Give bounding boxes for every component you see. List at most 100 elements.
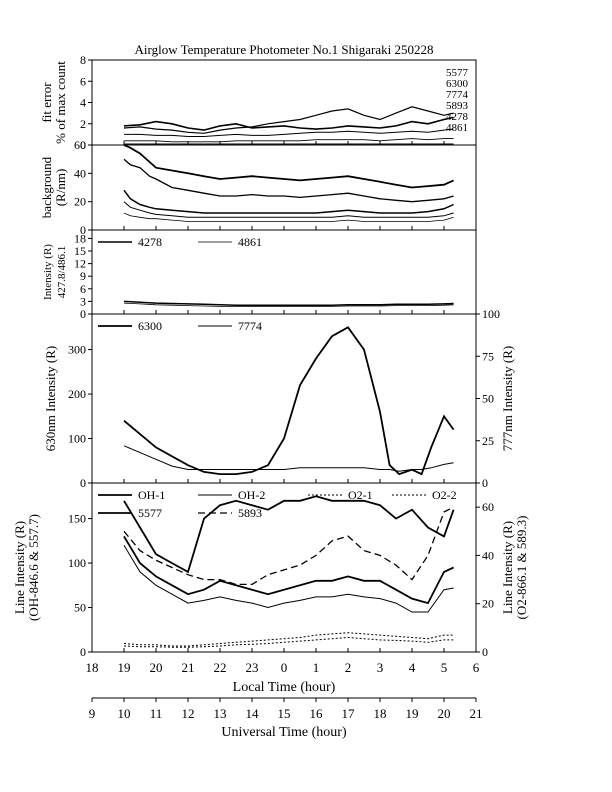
fit-error-y-tick-label: 4 [80,96,86,110]
line-intensity-legend-entry: 5577 [138,506,162,520]
red-green-series-7774 [123,445,454,472]
fit-error-series-5893 [124,138,454,143]
ut-axis: 9 10 11 12 13 14 15 16 17 18 19 20 21 Universal Time… [89,697,483,740]
local-time-tick-label: 21 [182,660,195,675]
red-green-y-tick-label: 100 [68,432,86,446]
blue-lines-y-label: 427.8/486.1 [56,246,68,299]
fit-error-y-tick-label: 0 [80,138,86,152]
ut-tick-label: 14 [246,706,260,721]
blue-lines-legend: 4278 4861 [98,235,262,249]
fit-error-legend-entry: 6300 [446,78,469,90]
background-y-tick-label: 0 [80,223,86,237]
blue-lines-y-tick-label: 0 [80,307,86,321]
fit-error-legend-entry: 4278 [446,111,469,123]
ut-tick-label: 10 [118,706,131,721]
line-intensity-y-right-ticks: 0 20 40 60 [476,500,494,659]
line-intensity-y-right-tick-label: 20 [482,597,494,611]
fit-error-y-tick-label: 8 [80,53,86,67]
blue-lines-y-tick-label: 15 [74,244,86,258]
blue-lines-series [123,300,454,307]
ut-tick-label: 13 [214,706,227,721]
red-green-y-right-tick-label: 0 [482,476,488,490]
red-green-y-right-tick-label: 50 [482,392,494,406]
line-intensity-y-tick-label: 150 [68,512,86,526]
blue-lines-y-tick-label: 6 [80,282,86,296]
blue-lines-series-4278 [123,300,454,306]
fit-error-y-ticks: 0 2 4 6 8 [80,53,92,152]
red-green-frame [91,313,477,484]
local-time-axis-label: Local Time (hour) [233,680,336,695]
line-intensity-legend-entry: OH-1 [138,488,165,502]
line-intensity-legend-entry: O2-1 [348,488,373,502]
line-intensity-y-ticks: 0 50 100 150 [68,512,92,659]
background-y-ticks: 0 20 40 60 [74,138,92,237]
blue-lines-y-tick-label: 18 [74,231,86,245]
local-time-tick-label: 5 [441,660,448,675]
fit-error-y-label: fit error [39,82,54,123]
blue-lines-legend-entry: 4278 [138,235,162,249]
red-green-x-ticks [91,479,477,483]
ut-tick-labels: 9 10 11 12 13 14 15 16 17 18 19 20 21 [89,698,483,721]
background-series [123,144,454,222]
local-time-tick-label: 2 [345,660,352,675]
line-intensity-series-oh-1 [123,535,454,605]
blue-lines-y-label: Intensity (R) [42,244,54,300]
red-green-legend-entry: 7774 [238,319,262,333]
background-y-tick-label: 20 [74,195,86,209]
ut-tick-label: 15 [278,706,291,721]
local-time-tick-label: 18 [86,660,99,675]
blue-lines-legend-entry: 4861 [238,235,262,249]
fit-error-series-5577 [123,116,454,131]
line-intensity-y-tick-label: 0 [80,645,86,659]
local-time-tick-label: 1 [313,660,320,675]
background-series-a [123,144,454,189]
local-time-tick-label: 3 [377,660,384,675]
ut-tick-label: 20 [438,706,451,721]
line-intensity-y-label: (OH-846.6 & 557.7) [26,514,41,621]
fit-error-series [123,106,454,145]
ut-tick-label: 16 [310,706,324,721]
line-intensity-series-o2-1 [123,632,454,647]
red-green-series-6300 [123,326,455,476]
background-y-label: background [39,156,54,218]
fit-error-y-tick-label: 6 [80,74,86,88]
ut-tick-label: 18 [374,706,387,721]
blue-lines-y-tick-label: 12 [74,257,86,271]
fit-error-frame [91,59,477,146]
red-green-legend-entry: 6300 [138,319,162,333]
local-time-tick-label: 20 [150,660,163,675]
background-y-tick-label: 40 [74,166,86,180]
fit-error-legend-entry: 7774 [446,89,469,101]
line-intensity-y-right-label: (O2-866.1 & 589.3) [514,516,529,620]
red-green-panel: 0 100 200 300 0 25 50 75 100 630nm Intensity (R) 7… [43,307,515,490]
line-intensity-series [123,495,455,648]
line-intensity-y-right-label: Line Intensity (R) [500,521,515,614]
ut-tick-label: 12 [182,706,195,721]
blue-lines-series-4861 [123,302,454,307]
fit-error-legend-entry: 5577 [446,67,469,79]
ut-axis-label: Universal Time (hour) [221,725,347,740]
local-time-tick-label: 23 [246,660,259,675]
local-time-tick-labels: 18 19 20 21 22 23 0 1 2 3 4 5 6 [86,660,480,675]
ut-tick-label: 19 [406,706,419,721]
line-intensity-x-ticks [91,648,477,652]
red-green-y-right-label: 777nm Intensity (R) [500,346,515,451]
red-green-y-label: 630nm Intensity (R) [43,346,58,451]
local-time-tick-label: 6 [473,660,480,675]
line-intensity-series-5577 [123,495,455,574]
chart-title: Airglow Temperature Photometer No.1 Shig… [135,42,434,57]
fit-error-series-6300 [123,106,454,134]
red-green-y-tick-label: 300 [68,343,86,357]
line-intensity-legend: OH-1 OH-2 O2-1 O2-2 5577 5893 [98,488,457,520]
local-time-tick-label: 19 [118,660,131,675]
fit-error-legend-entry: 4861 [446,122,468,134]
background-y-label: (R/nm) [53,169,68,207]
line-intensity-legend-entry: O2-2 [432,488,457,502]
background-x-ticks [91,226,477,230]
fit-error-y-label: % of max count [53,61,68,144]
line-intensity-y-right-tick-label: 0 [482,645,488,659]
